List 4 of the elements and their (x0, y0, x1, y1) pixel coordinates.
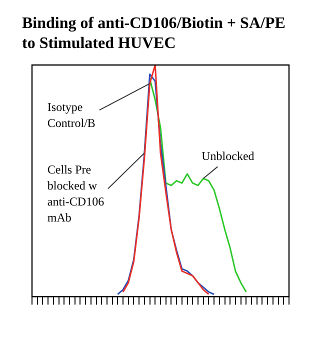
chart-title: Binding of anti-CD106/Biotin + SA/PE to Stimulated HUVEC (22, 14, 286, 54)
series-label: Unblocked (202, 148, 254, 163)
text: Cells Pre blocked w anti-CD106 mAb (47, 162, 104, 225)
text: Isotype Control/B (47, 100, 96, 130)
